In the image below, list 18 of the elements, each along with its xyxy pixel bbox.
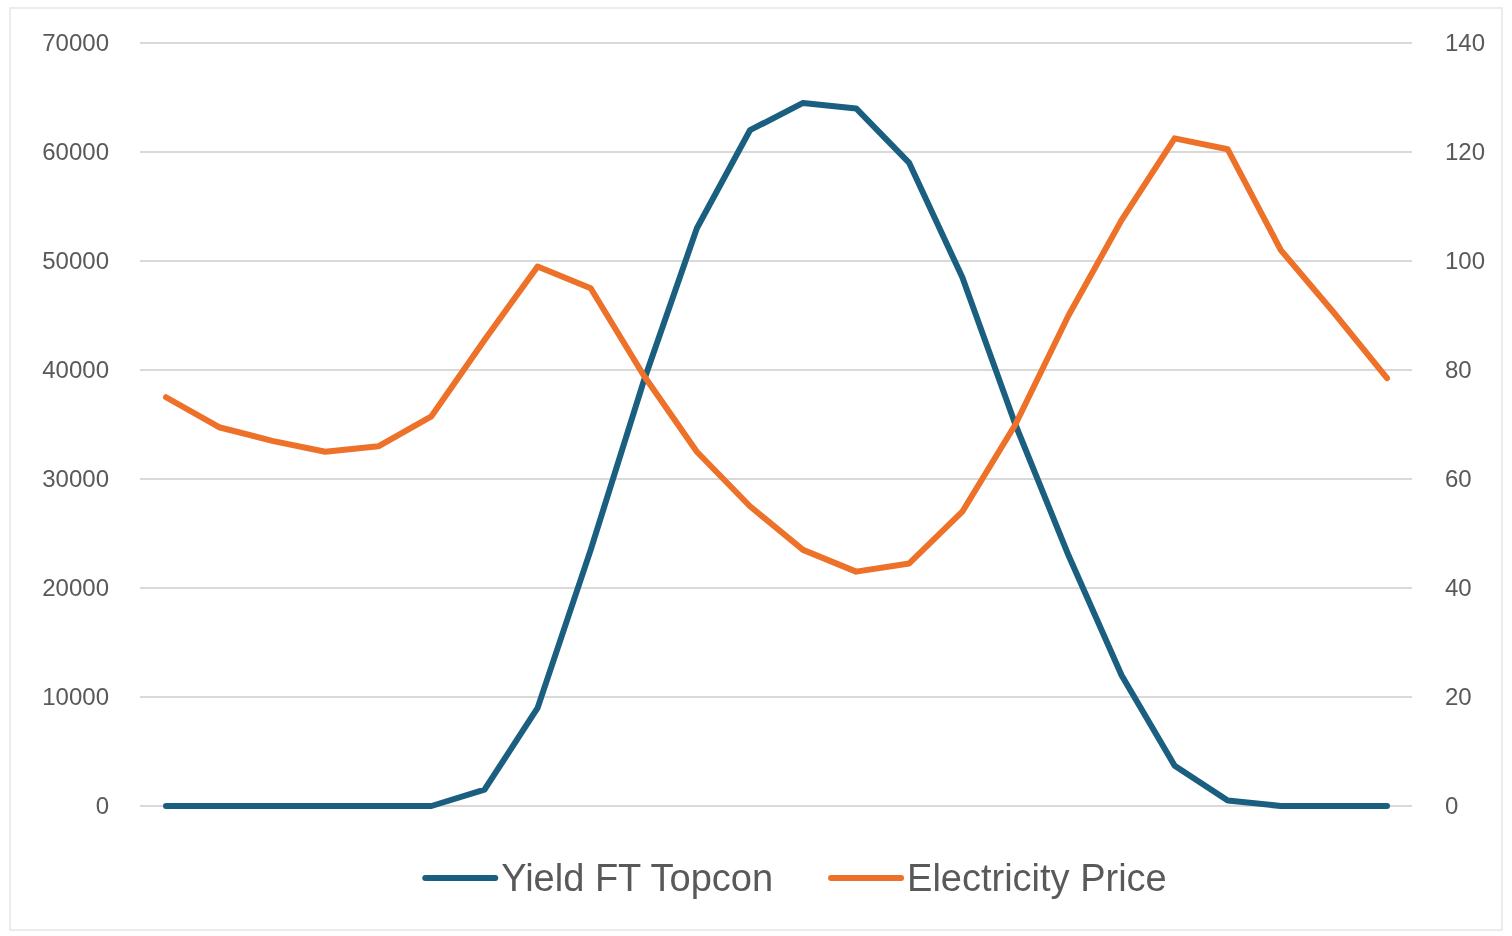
y-tick-label: 40000 [42,356,109,384]
legend-label: Yield FT Topcon [501,857,774,899]
y2-tick-label: 20 [1445,683,1472,711]
legend-label: Electricity Price [907,857,1167,899]
y-tick-label: 70000 [42,29,109,57]
y-tick-label: 0 [95,792,109,820]
y-tick-label: 10000 [42,683,109,711]
y2-tick-label: 40 [1445,574,1472,602]
y-tick-label: 30000 [42,465,109,493]
y2-tick-label: 60 [1445,465,1472,493]
y-tick-label: 50000 [42,247,109,275]
y2-tick-label: 80 [1445,356,1472,384]
y2-tick-label: 140 [1445,29,1486,57]
y-tick-label: 20000 [42,574,109,602]
y2-tick-label: 100 [1445,247,1486,275]
y2-tick-label: 120 [1445,138,1486,166]
y-tick-label: 60000 [42,138,109,166]
y2-tick-label: 0 [1445,792,1459,820]
